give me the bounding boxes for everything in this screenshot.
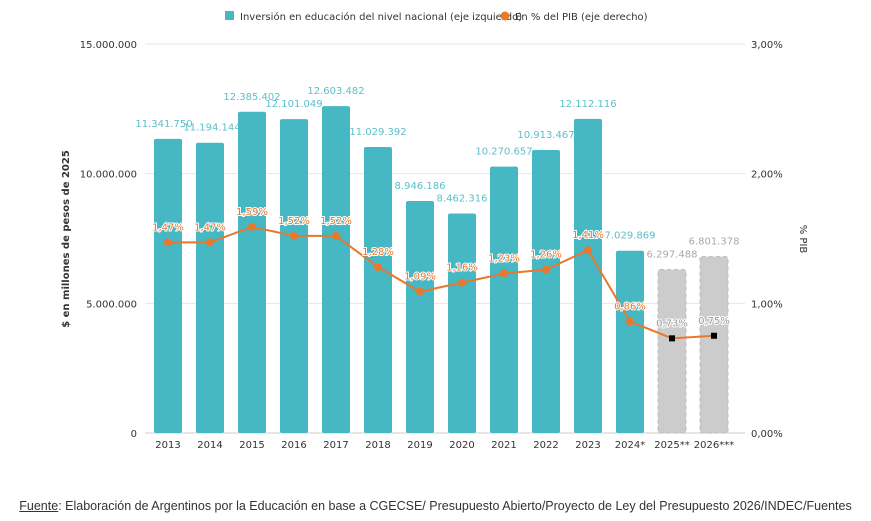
line-point: [416, 287, 424, 296]
line-data-label: 1,26%: [530, 250, 562, 261]
line-point: [584, 246, 592, 255]
y-tick-label: 0: [131, 429, 137, 440]
line-point: [542, 265, 550, 274]
bar: [280, 119, 308, 433]
bar-data-label: 10.270.657: [475, 147, 532, 158]
bar: [364, 146, 392, 433]
bar: [406, 200, 434, 433]
y-tick-label: 10.000.000: [80, 170, 137, 181]
line-data-label: 1,47%: [152, 222, 184, 233]
bar: [616, 250, 644, 433]
x-tick-label: 2015: [239, 440, 264, 451]
bar-data-label: 12.385.402: [223, 92, 280, 103]
bar-data-label: 6.801.378: [689, 237, 740, 248]
x-tick-label: 2013: [155, 440, 180, 451]
legend-swatch-bars: [225, 11, 234, 20]
bar: [322, 106, 350, 434]
x-tick-label: 2023: [575, 440, 600, 451]
bar: [574, 118, 602, 433]
footnote-label[interactable]: Fuente: [19, 499, 59, 513]
x-tick-label: 2014: [197, 440, 222, 451]
legend-swatch-line: [500, 11, 510, 21]
legend-label-bars: Inversión en educación del nivel naciona…: [240, 11, 522, 23]
line-data-label: 1,52%: [320, 216, 352, 227]
line-point: [332, 231, 340, 240]
line-data-label: 1,16%: [446, 263, 478, 274]
line-point: [374, 263, 382, 272]
bar: [196, 142, 224, 433]
x-tick-label: 2020: [449, 440, 474, 451]
line-data-label: 1,52%: [278, 216, 310, 227]
line-data-label: 1,09%: [404, 272, 436, 283]
bar: [490, 166, 518, 433]
bar-data-label: 11.029.392: [349, 127, 406, 138]
x-tick-label: 2018: [365, 440, 390, 451]
y2-axis-title: % PIB: [797, 225, 808, 254]
x-tick-label: 2022: [533, 440, 558, 451]
y-axis-title: $ en millones de pesos de 2025: [61, 150, 72, 328]
bar-data-label: 11.194.144: [183, 123, 240, 134]
line-data-label: 1,47%: [194, 222, 226, 233]
x-tick-label: 2024*: [615, 440, 645, 451]
x-tick-label: 2021: [491, 440, 516, 451]
footnote-text: : Elaboración de Argentinos por la Educa…: [58, 499, 852, 513]
x-tick-label: 2025**: [654, 440, 689, 451]
line-data-label: 0,86%: [614, 301, 646, 312]
bar-data-label: 12.101.049: [265, 99, 322, 110]
line-data-label: 1,59%: [236, 207, 268, 218]
x-tick-label: 2016: [281, 440, 306, 451]
line-point: [500, 269, 508, 278]
line-point: [290, 231, 298, 240]
line-point: [711, 332, 717, 339]
chart: 0 5.000.000 10.000.000 15.000.000 0,00% 1,00%…: [61, 11, 808, 451]
line-point: [206, 238, 214, 247]
x-tick-label: 2026***: [694, 440, 734, 451]
bar-data-label: 6.297.488: [647, 250, 698, 261]
bar: [699, 256, 729, 434]
bar-data-label: 7.029.869: [605, 231, 656, 242]
bar-data-label: 10.913.467: [517, 130, 574, 141]
bar-data-label: 8.946.186: [395, 181, 446, 192]
footnote: Fuente: Elaboración de Argentinos por la…: [0, 499, 871, 513]
line-point: [164, 238, 172, 247]
line-point: [669, 335, 675, 342]
bar: [657, 269, 687, 434]
bar-data-label: 12.603.482: [307, 86, 364, 97]
bar: [448, 213, 476, 433]
line-point: [626, 317, 634, 326]
bar: [238, 111, 266, 434]
bar-data-label: 8.462.316: [437, 194, 488, 205]
x-tick-label: 2019: [407, 440, 432, 451]
line-point: [458, 278, 466, 287]
bar-data-label: 11.341.750: [135, 119, 192, 130]
y-tick-label: 5.000.000: [86, 299, 137, 310]
y2-tick-label: 3,00%: [751, 40, 783, 51]
legend-label-line: En % del PIB (eje derecho): [515, 12, 648, 23]
y-tick-label: 15.000.000: [80, 40, 137, 51]
line-series: [168, 225, 715, 340]
bar: [154, 138, 182, 434]
line-data-label: 0,75%: [698, 316, 730, 327]
line-data-label: 1,41%: [572, 230, 604, 241]
line-point: [248, 222, 256, 231]
bar-data-label: 12.112.116: [559, 99, 616, 110]
bar: [532, 149, 560, 433]
y2-tick-label: 1,00%: [751, 299, 783, 310]
y2-tick-label: 0,00%: [751, 429, 783, 440]
line-data-label: 0,73%: [656, 318, 688, 329]
x-tick-label: 2017: [323, 440, 348, 451]
y2-tick-label: 2,00%: [751, 170, 783, 181]
line-data-label: 1,28%: [362, 247, 394, 258]
line-data-label: 1,23%: [488, 254, 520, 265]
